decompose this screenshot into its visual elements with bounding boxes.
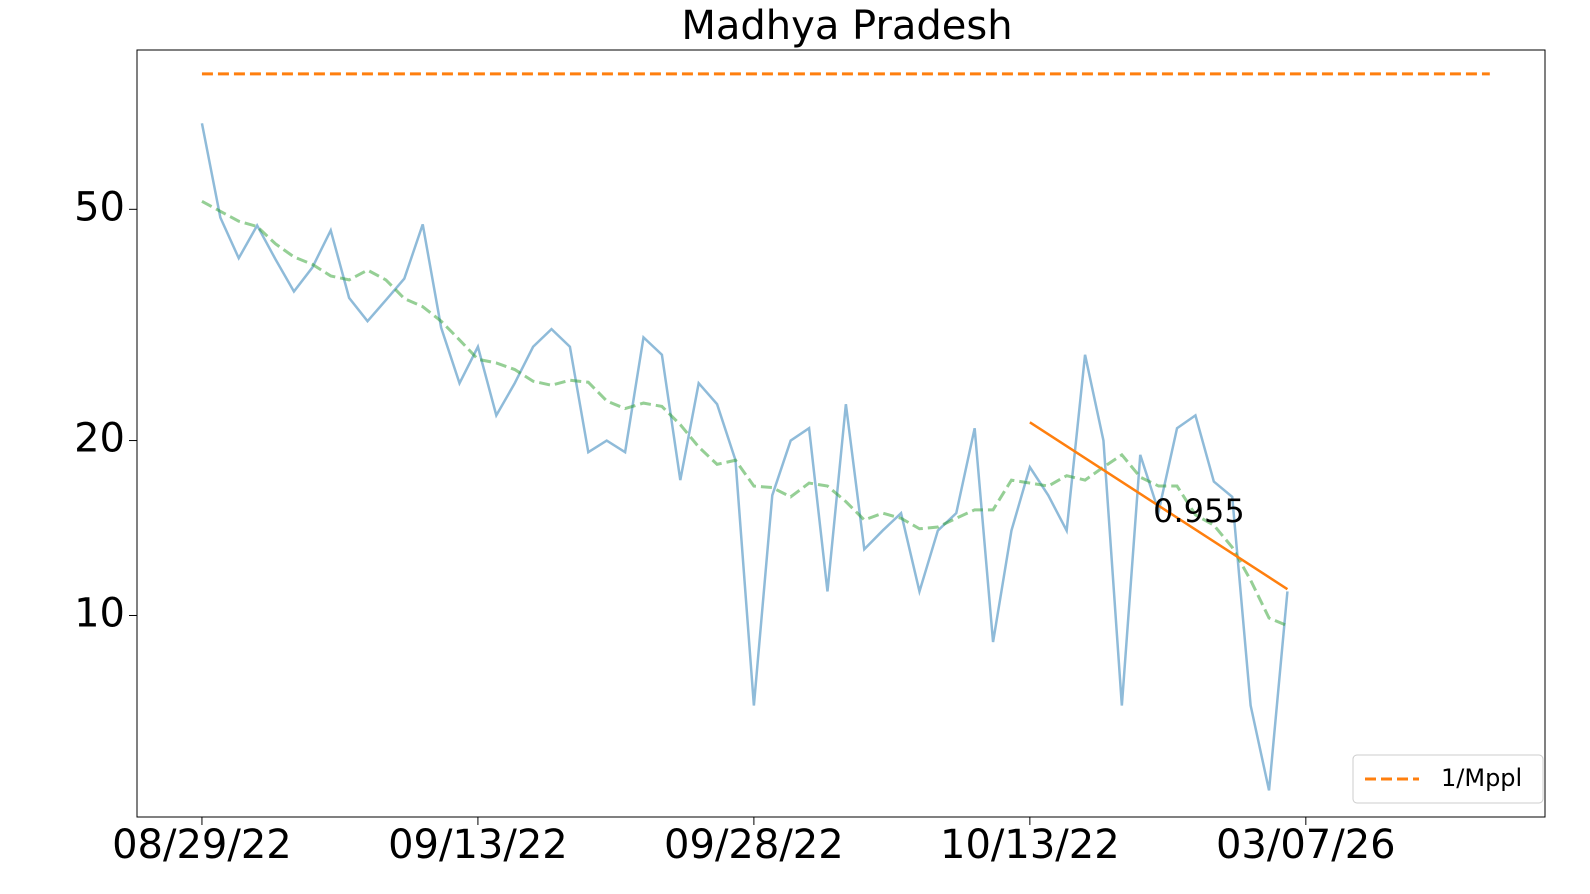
legend-box [1352,754,1544,804]
y-tick-label: 10 [74,590,125,636]
series-line [201,200,1289,628]
y-tick-label: 50 [74,184,125,230]
y-tick-label: 20 [74,416,125,462]
plot-frame [136,49,1546,818]
x-tick-label: 10/13/22 [940,822,1120,868]
x-tick-label: 09/28/22 [664,822,844,868]
annotation: 0.955 [1153,492,1245,530]
chart-title: Madhya Pradesh [681,3,1012,49]
legend-label: 1/Mppl [1441,764,1522,792]
x-tick-label: 08/29/22 [112,822,292,868]
x-tick-label: 09/13/22 [388,822,568,868]
series-line [200,123,1289,791]
x-tick-label: 03/07/26 [1216,822,1396,868]
series-line [1029,421,1289,591]
